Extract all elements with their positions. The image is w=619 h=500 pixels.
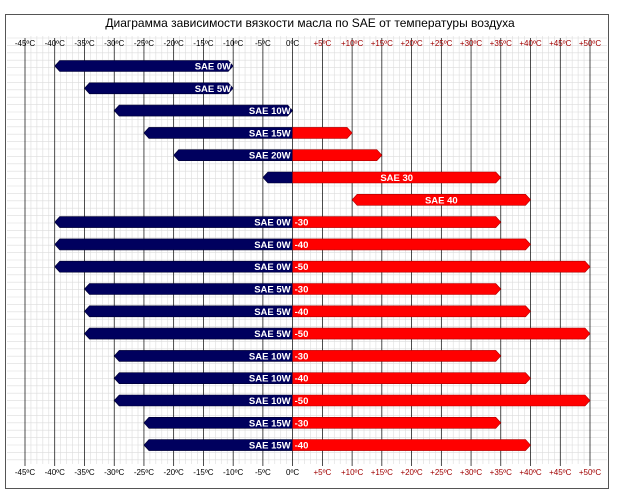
bar-label-grade: SAE 15W: [249, 441, 291, 452]
tick-label-top: +40ºC: [519, 39, 541, 48]
tick-label-top: +50ºC: [579, 39, 601, 48]
bar-warm-segment: [351, 194, 531, 206]
tick-label-bottom: -30ºC: [104, 468, 124, 477]
bar-label-suffix: -30: [295, 218, 309, 229]
bar-warm-segment: [292, 305, 531, 318]
tick-label-bottom: +15ºC: [371, 468, 393, 477]
bar-label-suffix: -30: [295, 285, 309, 296]
bar-label-grade: SAE 40: [425, 195, 458, 206]
bar-label-suffix: -30: [295, 418, 309, 429]
bar-label-grade: SAE 20W: [249, 151, 291, 162]
bar-cold-segment: [84, 82, 234, 95]
bar-label-grade: SAE 10W: [249, 374, 291, 385]
tick-label-bottom: +20ºC: [400, 468, 422, 477]
bar-warm-segment: [292, 238, 531, 251]
bar-warm-segment: [292, 260, 591, 273]
bar-label-grade: SAE 10W: [249, 106, 291, 117]
bar-label-grade: SAE 5W: [195, 84, 231, 95]
bar-label-grade: SAE 0W: [195, 62, 231, 73]
tick-label-top: -35ºC: [74, 39, 94, 48]
tick-label-bottom: 0ºC: [286, 468, 299, 477]
tick-label-top: +25ºC: [430, 39, 452, 48]
bar-label-suffix: -30: [295, 351, 309, 362]
tick-label-top: -5ºC: [255, 39, 271, 48]
tick-label-top: -45ºC: [15, 39, 35, 48]
tick-label-bottom: -10ºC: [223, 468, 243, 477]
bar-label-grade: SAE 5W: [254, 329, 290, 340]
tick-label-bottom: -45ºC: [15, 468, 35, 477]
tick-label-top: +5ºC: [313, 39, 331, 48]
bar-label-suffix: -50: [295, 329, 309, 340]
tick-label-top: +30ºC: [460, 39, 482, 48]
bar-label-suffix: -40: [295, 374, 309, 385]
tick-label-top: +45ºC: [549, 39, 571, 48]
bar-label-suffix: -40: [295, 307, 309, 318]
bar-label-grade: SAE 10W: [249, 396, 291, 407]
bar-warm-segment: [292, 439, 531, 451]
tick-label-top: -40ºC: [45, 39, 65, 48]
bar-label-grade: SAE 30: [380, 173, 413, 184]
tick-label-bottom: +40ºC: [519, 468, 541, 477]
bar-label-grade: SAE 15W: [249, 128, 291, 139]
bottom-axis-ticks: -45ºC -40ºC -35ºC -30ºC -25ºC -20ºC -15ºC -10ºC…: [15, 468, 601, 477]
tick-label-top: +35ºC: [490, 39, 512, 48]
bar-warm-segment: [292, 171, 502, 184]
top-axis-ticks: -45ºC -40ºC -35ºC -30ºC -25ºC -20ºC -15ºC -10ºC…: [15, 39, 601, 48]
chart-title: Диаграмма зависимости вязкости масла по …: [105, 16, 515, 30]
tick-label-bottom: -15ºC: [193, 468, 213, 477]
tick-label-bottom: +45ºC: [549, 468, 571, 477]
bar-label-grade: SAE 0W: [254, 240, 290, 251]
tick-label-bottom: -40ºC: [45, 468, 65, 477]
bar-warm-segment: [292, 350, 502, 362]
bar-label-suffix: -50: [295, 262, 309, 273]
bar-label-grade: SAE 5W: [254, 307, 290, 318]
bar-label-grade: SAE 0W: [254, 218, 290, 229]
bar-cold-segment: [113, 104, 294, 117]
chart-frame: [5, 14, 609, 489]
tick-label-top: -10ºC: [223, 39, 243, 48]
bar-warm-segment: [292, 283, 502, 295]
bar-warm-segment: [292, 149, 383, 161]
bar-label-suffix: -40: [295, 441, 309, 452]
tick-label-bottom: -25ºC: [134, 468, 154, 477]
tick-label-top: +15ºC: [371, 39, 393, 48]
tick-label-top: +10ºC: [341, 39, 363, 48]
bar-cold-segment: [54, 60, 234, 72]
bar-label-grade: SAE 10W: [249, 351, 291, 362]
bar-warm-segment: [292, 372, 531, 384]
tick-label-bottom: -35ºC: [74, 468, 94, 477]
bar-warm-segment: [292, 417, 502, 429]
tick-label-bottom: +10ºC: [341, 468, 363, 477]
tick-label-bottom: +30ºC: [460, 468, 482, 477]
bar-label-grade: SAE 15W: [249, 418, 291, 429]
tick-label-bottom: +50ºC: [579, 468, 601, 477]
tick-label-top: -15ºC: [193, 39, 213, 48]
bars: SAE 0W SAE 5W SAE 10W SAE 15W SAE 20W SAE 30 S…: [54, 60, 591, 452]
tick-label-bottom: +25ºC: [430, 468, 452, 477]
bar-warm-segment: [292, 127, 353, 139]
bar-label-suffix: -40: [295, 240, 309, 251]
tick-label-bottom: -20ºC: [164, 468, 184, 477]
tick-label-top: -20ºC: [164, 39, 184, 48]
bar-label-grade: SAE 0W: [254, 262, 290, 273]
tick-label-bottom: +5ºC: [313, 468, 331, 477]
bar-warm-segment: [292, 327, 591, 340]
bar-cold-segment: [262, 171, 293, 184]
tick-label-bottom: +35ºC: [490, 468, 512, 477]
tick-label-bottom: -5ºC: [255, 468, 271, 477]
bar-label-suffix: -50: [295, 396, 309, 407]
tick-label-top: -30ºC: [104, 39, 124, 48]
bar-label-grade: SAE 5W: [254, 285, 290, 296]
tick-label-top: 0ºC: [286, 39, 299, 48]
tick-label-top: -25ºC: [134, 39, 154, 48]
bar-warm-segment: [292, 394, 591, 407]
bar-warm-segment: [292, 216, 502, 228]
tick-label-top: +20ºC: [400, 39, 422, 48]
